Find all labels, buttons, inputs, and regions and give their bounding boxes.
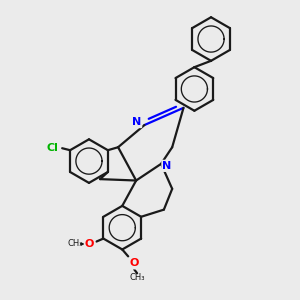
Text: CH₃: CH₃ [68, 239, 83, 248]
Text: Cl: Cl [46, 143, 58, 153]
Text: O: O [130, 258, 139, 268]
Text: O: O [85, 238, 94, 248]
Text: N: N [162, 161, 172, 171]
Text: N: N [132, 117, 141, 127]
Text: CH₃: CH₃ [129, 273, 145, 282]
